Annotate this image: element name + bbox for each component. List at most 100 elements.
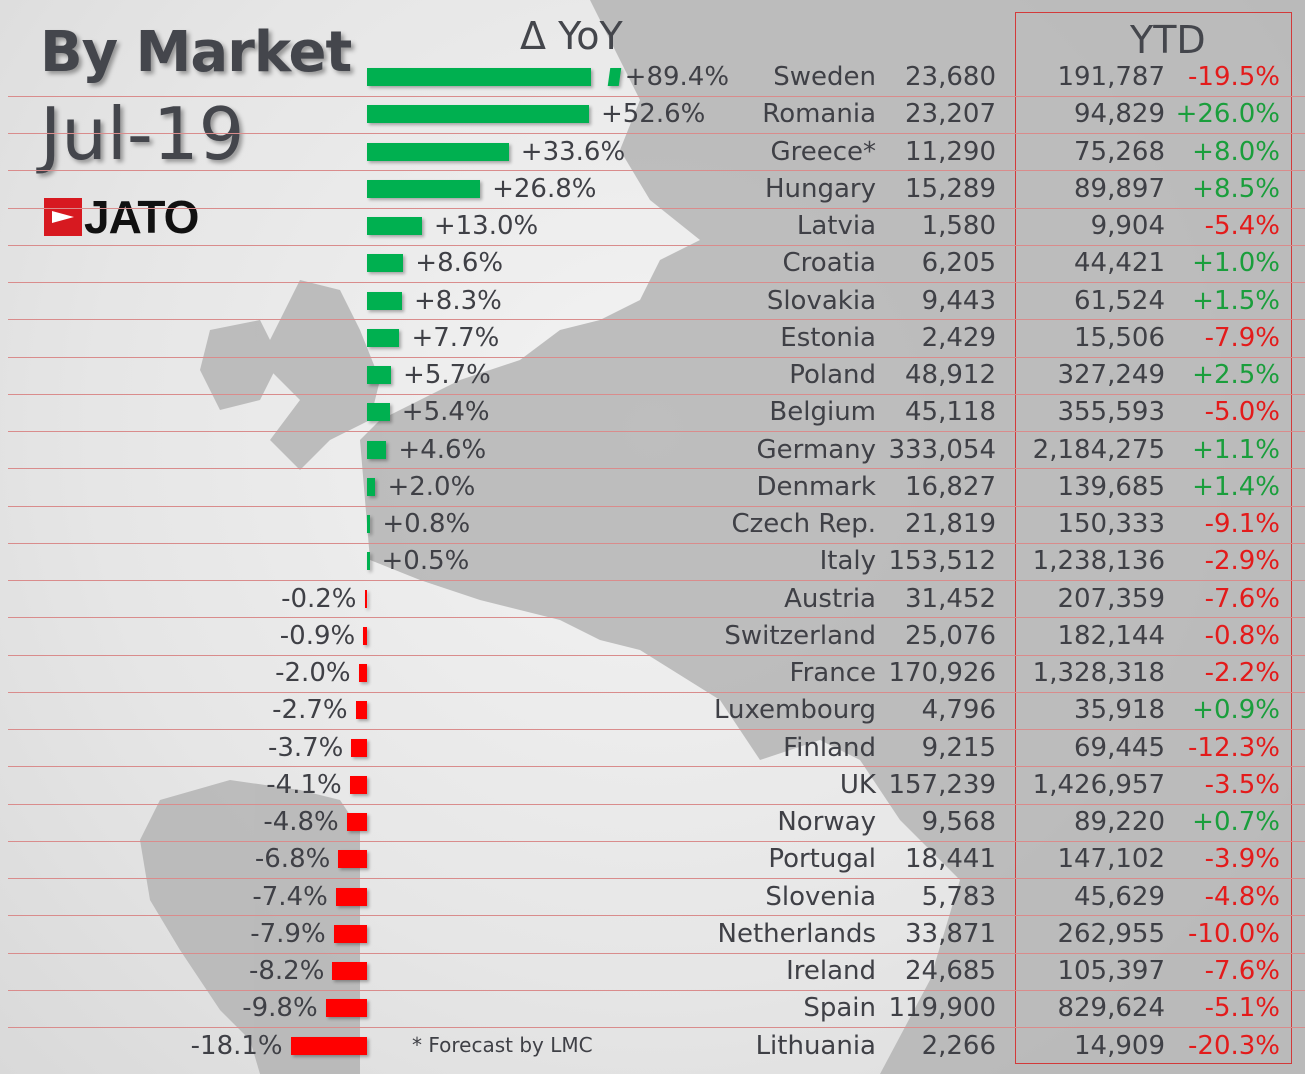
row-divider bbox=[8, 468, 1305, 470]
ytd-change: -5.4% bbox=[1204, 211, 1280, 241]
bar bbox=[367, 366, 392, 384]
month-units: 1,580 bbox=[921, 211, 996, 241]
ytd-units: 829,624 bbox=[1057, 993, 1165, 1024]
ytd-change: +0.9% bbox=[1192, 695, 1280, 726]
bar bbox=[363, 626, 367, 645]
country-name: Slovenia bbox=[765, 881, 876, 912]
country-name: Luxembourg bbox=[713, 695, 876, 726]
row-divider bbox=[8, 878, 1305, 879]
country-name: Portugal bbox=[768, 844, 876, 875]
bar bbox=[346, 813, 367, 831]
row-divider bbox=[8, 282, 1305, 283]
ytd-change: -2.9% bbox=[1204, 546, 1280, 577]
table-row: +26.8% Hungary 15,289 89,897 +8.5% bbox=[0, 171, 1305, 208]
ytd-change: -0.8% bbox=[1204, 620, 1280, 651]
month-units: 45,118 bbox=[905, 397, 996, 428]
jato-logo: JATO bbox=[44, 190, 199, 244]
table-row: -3.7% Finland 9,215 69,445 -12.3% bbox=[0, 730, 1305, 767]
yoy-data-label: +7.7% bbox=[411, 322, 500, 353]
row-divider bbox=[8, 915, 1305, 917]
table-row: +8.3% Slovakia 9,443 61,524 +1.5% bbox=[0, 283, 1305, 320]
country-name: Latvia bbox=[796, 211, 876, 241]
ytd-units: 139,685 bbox=[1057, 471, 1165, 502]
row-divider bbox=[8, 431, 1305, 432]
bar-break-segment bbox=[607, 68, 621, 86]
yoy-data-label: -2.0% bbox=[275, 658, 351, 688]
row-divider bbox=[8, 952, 1305, 954]
yoy-data-label: -6.8% bbox=[254, 844, 331, 875]
month-units: 48,912 bbox=[905, 360, 996, 390]
bar bbox=[358, 664, 367, 682]
row-divider bbox=[8, 356, 1305, 358]
yoy-data-label: -4.1% bbox=[266, 769, 342, 800]
ytd-units: 207,359 bbox=[1057, 583, 1165, 614]
table-row: +0.5% Italy 153,512 1,238,136 -2.9% bbox=[0, 543, 1305, 580]
ytd-units: 15,506 bbox=[1074, 322, 1165, 353]
ytd-change: -4.8% bbox=[1204, 881, 1280, 912]
month-units: 31,452 bbox=[905, 583, 996, 614]
ytd-change: +0.7% bbox=[1192, 807, 1280, 837]
month-units: 170,926 bbox=[888, 658, 996, 688]
yoy-data-label: +89.4% bbox=[624, 62, 730, 92]
table-row: +52.6% Romania 23,207 94,829 +26.0% bbox=[0, 96, 1305, 133]
ytd-units: 2,184,275 bbox=[1032, 434, 1165, 465]
ytd-units: 14,909 bbox=[1074, 1030, 1165, 1061]
table-row: -7.4% Slovenia 5,783 45,629 -4.8% bbox=[0, 879, 1305, 916]
bar bbox=[335, 887, 367, 906]
month-units: 6,205 bbox=[921, 248, 996, 279]
table-row: -4.1% UK 157,239 1,426,957 -3.5% bbox=[0, 767, 1305, 804]
row-divider bbox=[8, 989, 1305, 991]
country-name: Hungary bbox=[764, 173, 876, 204]
ytd-units: 61,524 bbox=[1074, 285, 1165, 316]
month-units: 153,512 bbox=[888, 546, 996, 577]
month-units: 9,443 bbox=[921, 285, 996, 316]
country-name: UK bbox=[839, 769, 876, 800]
ytd-units: 35,918 bbox=[1074, 695, 1165, 726]
ytd-units: 9,904 bbox=[1090, 211, 1165, 241]
ytd-change: -7.9% bbox=[1204, 322, 1280, 353]
yoy-data-label: +26.8% bbox=[492, 173, 597, 204]
ytd-units: 327,249 bbox=[1057, 360, 1165, 390]
ytd-units: 147,102 bbox=[1057, 844, 1165, 875]
bar bbox=[325, 999, 367, 1018]
bar bbox=[367, 217, 422, 235]
row-divider bbox=[8, 95, 1305, 97]
yoy-data-label: +52.6% bbox=[600, 99, 706, 130]
bar bbox=[367, 179, 481, 198]
yoy-data-label: -7.4% bbox=[252, 881, 328, 912]
table-row: +33.6% Greece* 11,290 75,268 +8.0% bbox=[0, 134, 1305, 171]
ytd-units: 94,829 bbox=[1074, 99, 1165, 130]
row-divider bbox=[8, 580, 1305, 581]
month-units: 5,783 bbox=[921, 881, 996, 912]
period-label: Jul-19 bbox=[40, 92, 245, 176]
yoy-data-label: +5.4% bbox=[401, 397, 490, 428]
country-name: Norway bbox=[777, 807, 876, 837]
row-divider bbox=[8, 207, 1305, 209]
ytd-change: -2.2% bbox=[1204, 658, 1280, 688]
table-row: -0.2% Austria 31,452 207,359 -7.6% bbox=[0, 581, 1305, 618]
country-name: Denmark bbox=[756, 471, 876, 502]
yoy-data-label: +13.0% bbox=[433, 211, 539, 241]
country-name: Croatia bbox=[782, 248, 876, 279]
country-name: Germany bbox=[756, 434, 876, 465]
row-divider bbox=[8, 617, 1305, 619]
ytd-units: 89,220 bbox=[1074, 807, 1165, 837]
country-name: Sweden bbox=[773, 62, 876, 92]
ytd-change: -7.6% bbox=[1204, 583, 1280, 614]
ytd-change: -20.3% bbox=[1188, 1030, 1280, 1061]
table-row: +8.6% Croatia 6,205 44,421 +1.0% bbox=[0, 245, 1305, 282]
ytd-change: -12.3% bbox=[1188, 732, 1280, 763]
bar bbox=[367, 291, 403, 310]
jato-logo-icon bbox=[44, 198, 82, 236]
table-row: +5.4% Belgium 45,118 355,593 -5.0% bbox=[0, 394, 1305, 431]
ytd-units: 89,897 bbox=[1074, 173, 1165, 204]
bar bbox=[367, 105, 589, 124]
month-units: 18,441 bbox=[905, 844, 996, 875]
ytd-change: -9.1% bbox=[1204, 509, 1280, 539]
country-name: Finland bbox=[783, 732, 876, 763]
row-divider bbox=[8, 542, 1305, 544]
ytd-change: -7.6% bbox=[1204, 956, 1280, 986]
bar bbox=[367, 552, 370, 571]
row-divider bbox=[8, 803, 1305, 805]
ytd-change: +2.5% bbox=[1192, 360, 1280, 390]
